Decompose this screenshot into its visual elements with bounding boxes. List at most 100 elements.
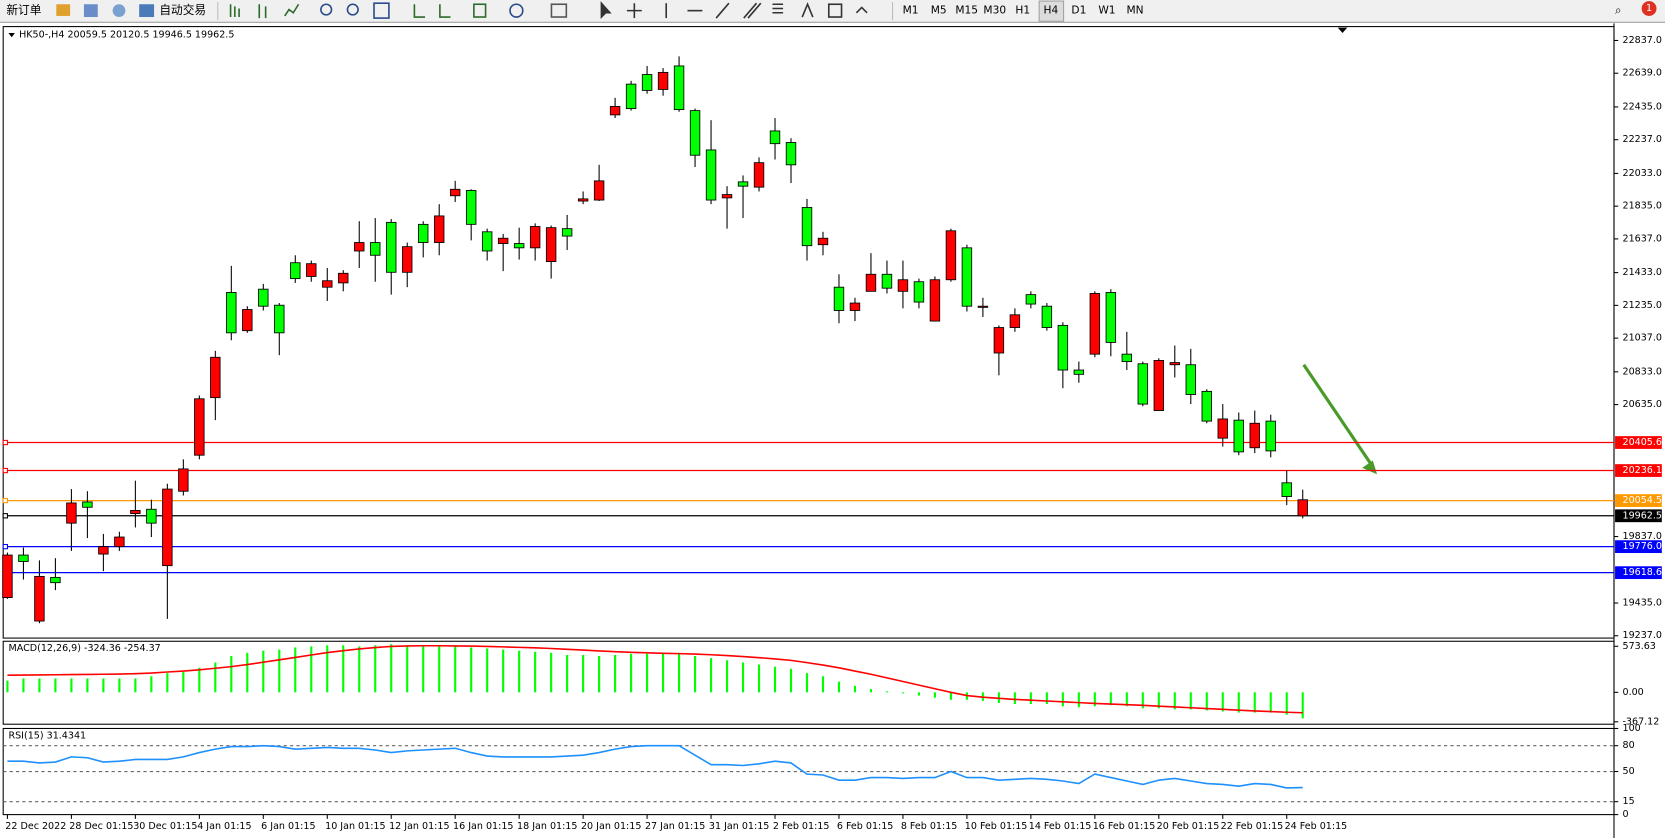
toolbar: 新订单 自动交易	[0, 0, 1665, 23]
arrows-icon[interactable]	[855, 6, 868, 14]
x-tick-label: 10 Jan 01:15	[325, 821, 385, 832]
candle-body	[1153, 360, 1165, 411]
bars-icon[interactable]	[229, 4, 240, 18]
x-tick-label: 24 Feb 01:15	[1285, 821, 1348, 832]
x-tick-label: 4 Jan 01:15	[197, 821, 251, 832]
rsi-line	[7, 744, 1303, 789]
zoom-in-icon[interactable]	[320, 3, 333, 16]
x-tick-label: 30 Dec 01:15	[133, 821, 197, 832]
candle-body	[34, 575, 45, 622]
timeframe-button[interactable]: M30	[983, 4, 1006, 17]
x-tick-label: 18 Jan 01:15	[517, 821, 577, 832]
candle-body	[593, 180, 605, 201]
icon[interactable]	[112, 4, 126, 18]
candle-body	[577, 198, 589, 202]
candle-body	[114, 536, 125, 548]
timeframe-button[interactable]: H4	[1043, 4, 1058, 17]
y-tick-label: 15	[1622, 796, 1634, 807]
candle-body	[194, 398, 205, 456]
timeframe-button[interactable]: M15	[955, 4, 978, 17]
trendline-icon[interactable]	[715, 2, 730, 19]
candle-body	[2, 554, 13, 598]
y-tick-label: 22837.0	[1622, 35, 1661, 46]
y-tick-label: 0.00	[1622, 687, 1643, 698]
timeframe-button[interactable]: M5	[931, 4, 947, 17]
candle-body	[657, 71, 669, 90]
text-icon[interactable]	[801, 2, 814, 18]
timeframe-button[interactable]: MN	[1126, 4, 1143, 17]
candles-icon[interactable]	[258, 4, 267, 19]
y-tick-label: 21433.0	[1622, 267, 1661, 278]
candle-body	[1249, 422, 1260, 449]
line-icon[interactable]	[284, 3, 300, 17]
candle-body	[1169, 362, 1181, 366]
level-anchor	[2, 543, 8, 550]
candle-body	[609, 106, 621, 116]
macd-signal-line	[7, 644, 1303, 714]
templates-icon[interactable]	[550, 3, 568, 18]
candle-body	[322, 280, 333, 288]
zoom-out-icon[interactable]	[346, 3, 359, 16]
icon[interactable]	[139, 4, 155, 18]
shift-icon[interactable]	[439, 4, 451, 18]
icon[interactable]	[56, 4, 71, 16]
new-order-button[interactable]: 新订单	[6, 3, 41, 17]
timeframe-button[interactable]: M1	[903, 4, 919, 17]
candle-body	[721, 194, 733, 199]
candle-body	[210, 356, 221, 399]
auto-trading-button[interactable]: 自动交易	[159, 3, 206, 17]
candle-body	[1233, 419, 1244, 453]
channel-icon[interactable]	[743, 2, 762, 19]
fibo-icon[interactable]	[772, 3, 784, 14]
timeframe-button[interactable]: W1	[1098, 4, 1115, 17]
candle-body	[817, 237, 829, 246]
search-icon[interactable]: ⌕	[1615, 3, 1622, 17]
crosshair-icon[interactable]	[626, 3, 642, 19]
level-price-box	[1615, 494, 1662, 507]
autoscroll-icon[interactable]	[413, 4, 426, 18]
candle-body	[881, 273, 893, 289]
x-tick-label: 10 Feb 01:15	[965, 821, 1028, 832]
candle-body	[545, 227, 557, 262]
cursor-icon[interactable]	[600, 1, 612, 19]
x-tick-label: 6 Jan 01:15	[261, 821, 315, 832]
notification-count[interactable]: 1	[1646, 3, 1652, 14]
candle-body	[865, 273, 877, 292]
candle-body	[785, 142, 797, 166]
candle-body	[769, 130, 781, 145]
level-price-box	[1615, 509, 1662, 523]
candle-body	[274, 304, 285, 334]
candle-body	[98, 546, 109, 555]
candle-body	[1297, 499, 1308, 517]
icon[interactable]	[83, 4, 98, 18]
level-anchor	[2, 467, 8, 474]
level-price-label: 19776.0	[1622, 541, 1661, 552]
label-icon[interactable]	[827, 3, 843, 18]
candle-body	[402, 246, 413, 273]
candle-body	[258, 288, 269, 307]
y-tick-label: 21037.0	[1622, 333, 1661, 344]
candle-body	[50, 576, 61, 584]
chart-type-icons[interactable]	[229, 1, 868, 19]
indicators-icon[interactable]	[473, 3, 487, 18]
timeframe-button[interactable]: H1	[1015, 4, 1030, 17]
tile-icon[interactable]	[373, 2, 390, 19]
candle-body	[1105, 292, 1117, 343]
timeframe-button[interactable]: D1	[1071, 4, 1086, 17]
y-tick-label: 21637.0	[1622, 233, 1661, 244]
candle-body	[1025, 294, 1037, 305]
y-tick-label: 22639.0	[1622, 68, 1661, 79]
candle-body	[897, 279, 909, 292]
candle-body	[1073, 369, 1085, 375]
candle-body	[146, 508, 157, 524]
notification-badge[interactable]	[1641, 1, 1657, 16]
level-anchor	[2, 439, 8, 446]
level-price-box	[1615, 540, 1662, 554]
periods-icon[interactable]	[509, 3, 524, 18]
y-tick-label: 50	[1622, 766, 1634, 777]
candle-body	[130, 509, 141, 514]
candle-body	[1185, 364, 1196, 395]
candle-body	[449, 188, 461, 197]
level-anchor	[2, 513, 8, 519]
level-price-box	[1615, 436, 1662, 449]
